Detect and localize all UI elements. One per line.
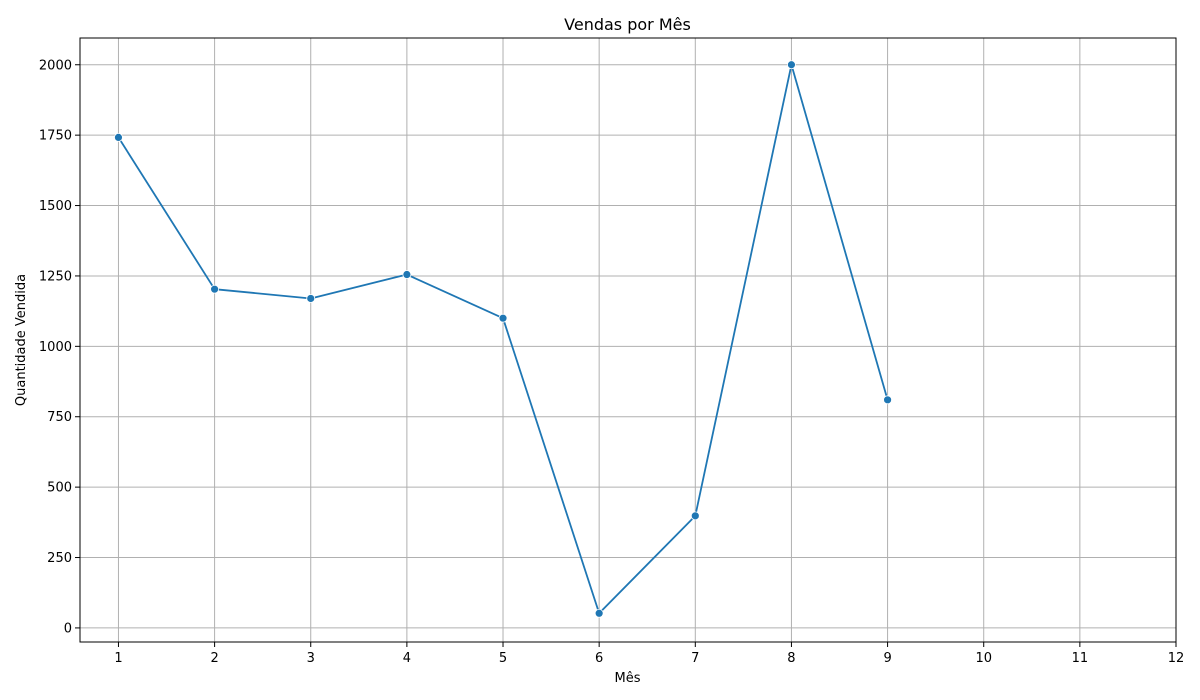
- plot-frame: [79, 37, 1177, 643]
- data-point: [594, 608, 604, 618]
- data-point: [402, 270, 412, 279]
- x-axis: 1 2 3 4 5 6 7 8 9 10 11 12: [114, 642, 1184, 666]
- y-tick-label: 1500: [39, 199, 72, 214]
- x-tick-label: 7: [691, 651, 699, 666]
- data-point: [306, 294, 316, 303]
- y-tick-label: 1250: [39, 269, 72, 284]
- x-tick-label: 6: [595, 651, 603, 666]
- y-tick-label: 1000: [39, 340, 72, 355]
- x-tick-label: 1: [114, 651, 122, 666]
- data-point: [883, 395, 892, 405]
- data-point: [498, 313, 508, 323]
- x-tick-label: 9: [883, 651, 891, 666]
- data-point: [690, 511, 700, 521]
- data-point: [114, 132, 123, 142]
- y-tick-label: 750: [47, 410, 72, 425]
- y-tick-label: 250: [47, 551, 72, 566]
- x-tick-label: 10: [975, 651, 992, 666]
- y-axis: 0 250 500 750 1000 1250 1500 1750 2000: [39, 58, 80, 636]
- data-point: [210, 284, 219, 294]
- x-tick-label: 11: [1072, 651, 1089, 666]
- chart-title: Vendas por Mês: [564, 15, 691, 34]
- series-layer: [114, 60, 892, 618]
- x-tick-label: 8: [787, 651, 795, 666]
- y-tick-label: 500: [47, 481, 72, 496]
- y-axis-label: Quantidade Vendida: [14, 274, 29, 406]
- x-tick-label: 2: [210, 651, 218, 666]
- y-tick-label: 1750: [39, 129, 72, 144]
- y-tick-label: 0: [64, 621, 72, 636]
- data-point: [787, 60, 796, 70]
- y-tick-label: 2000: [39, 58, 72, 73]
- x-tick-label: 3: [307, 651, 315, 666]
- x-tick-label: 4: [403, 651, 411, 666]
- x-tick-label: 12: [1168, 651, 1185, 666]
- x-tick-label: 5: [499, 651, 507, 666]
- grid: [80, 38, 1177, 642]
- x-axis-label: Mês: [615, 671, 641, 686]
